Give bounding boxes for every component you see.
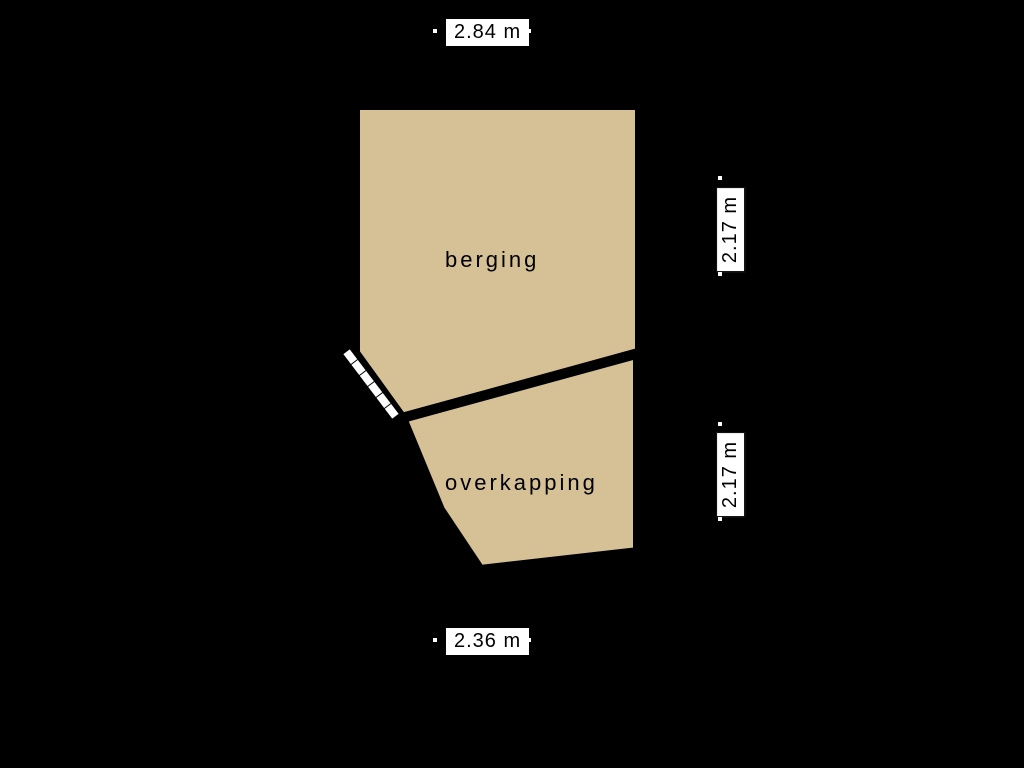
dimension-bottom: 2.36 m: [445, 627, 530, 656]
dimension-top: 2.84 m: [445, 18, 530, 47]
dimension-tick: [718, 422, 722, 426]
dimension-tick: [433, 29, 437, 33]
room-label-berging: berging: [445, 247, 539, 273]
dimension-right2: 2.17 m: [716, 432, 745, 517]
dimension-tick: [527, 29, 531, 33]
dimension-tick: [527, 638, 531, 642]
dimension-tick: [718, 272, 722, 276]
dimension-right1: 2.17 m: [716, 187, 745, 272]
dimension-tick: [718, 517, 722, 521]
room-label-overkapping: overkapping: [445, 470, 598, 496]
dimension-tick: [718, 176, 722, 180]
dimension-tick: [433, 638, 437, 642]
